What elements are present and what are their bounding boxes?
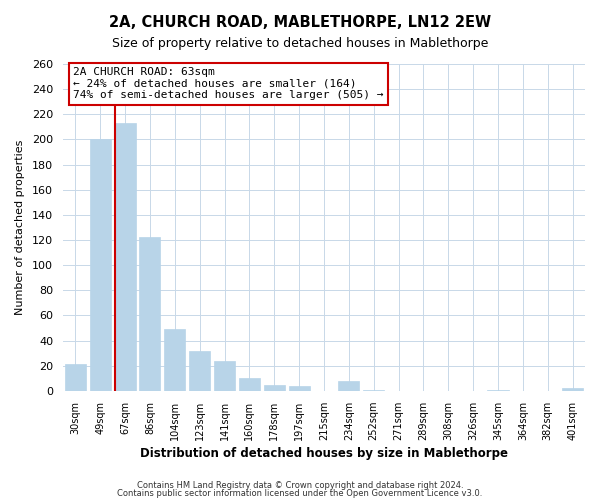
Bar [214,360,235,391]
Text: Contains public sector information licensed under the Open Government Licence v3: Contains public sector information licen… [118,489,482,498]
Text: 2A CHURCH ROAD: 63sqm
← 24% of detached houses are smaller (164)
74% of semi-det: 2A CHURCH ROAD: 63sqm ← 24% of detached … [73,68,384,100]
Bar [338,381,359,391]
Bar [89,140,111,391]
X-axis label: Distribution of detached houses by size in Mablethorpe: Distribution of detached houses by size … [140,447,508,460]
Bar [164,329,185,391]
Text: 2A, CHURCH ROAD, MABLETHORPE, LN12 2EW: 2A, CHURCH ROAD, MABLETHORPE, LN12 2EW [109,15,491,30]
Text: Contains HM Land Registry data © Crown copyright and database right 2024.: Contains HM Land Registry data © Crown c… [137,480,463,490]
Bar [263,384,285,391]
Bar [65,364,86,391]
Bar [363,390,384,391]
Bar [487,390,509,391]
Bar [239,378,260,391]
Y-axis label: Number of detached properties: Number of detached properties [15,140,25,315]
Bar [115,123,136,391]
Bar [189,350,210,391]
Bar [289,386,310,391]
Bar [562,388,583,391]
Text: Size of property relative to detached houses in Mablethorpe: Size of property relative to detached ho… [112,38,488,51]
Bar [139,238,160,391]
